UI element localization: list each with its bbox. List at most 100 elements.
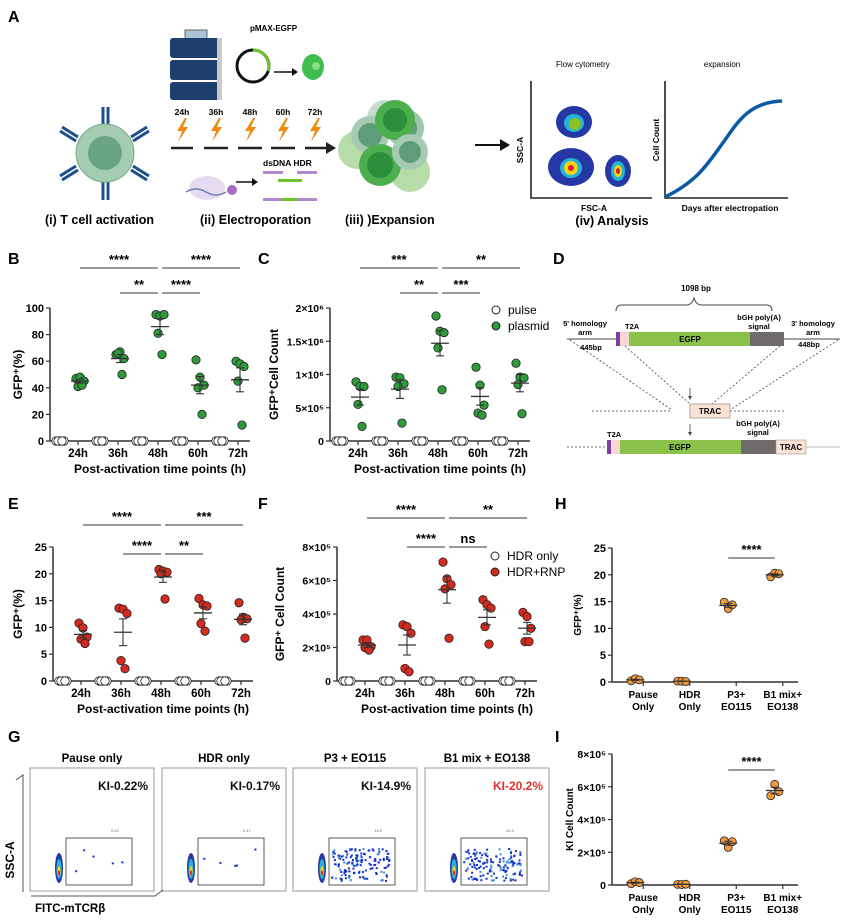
y-tick-label: 60 <box>32 356 44 368</box>
event-dot <box>353 864 356 867</box>
event-dot <box>506 860 509 863</box>
event-dot <box>361 858 364 861</box>
event-dot <box>499 858 502 861</box>
panel-label-h: H <box>555 496 567 513</box>
event-dot <box>360 860 363 863</box>
x-tick-label: HDR <box>679 893 701 904</box>
lightning-bolt-icon <box>310 118 321 142</box>
event-dot <box>505 861 508 864</box>
y-tick-label: 8×10⁵ <box>577 749 606 761</box>
chart-f: 0 2×10⁵ 4×10⁵ 6×10⁵ 8×10⁵ 24h 36h 48h 60h 72h Post… <box>273 502 565 716</box>
ki-percentage: KI-0.22% <box>98 779 148 793</box>
event-dot <box>343 861 346 864</box>
event-dot <box>502 869 505 872</box>
event-dot <box>503 879 506 882</box>
legend-label: pulse <box>508 303 537 317</box>
event-dot <box>376 853 379 856</box>
y-tick-label: 0 <box>600 880 606 892</box>
arrow-icon <box>236 178 258 186</box>
event-dot <box>518 873 521 876</box>
event-dot <box>489 868 492 871</box>
y-tick-label: 10 <box>594 623 606 635</box>
significance-label: **** <box>741 754 762 769</box>
event-dot <box>357 860 360 863</box>
step-label: (i) T cell activation <box>45 213 154 227</box>
arrow-icon <box>475 139 510 151</box>
event-dot <box>486 858 489 861</box>
event-dot <box>475 867 478 870</box>
flow-plot-title: Pause only <box>62 753 123 765</box>
event-dot <box>349 856 352 859</box>
x-tick-label: 60h <box>188 448 208 460</box>
event-dot <box>342 858 345 861</box>
event-dot <box>369 867 372 870</box>
event-dot <box>387 856 390 859</box>
data-point <box>497 436 507 446</box>
y-axis-label: KI Cell Count <box>565 787 576 850</box>
event-dot <box>485 865 488 868</box>
data-point <box>486 603 496 613</box>
data-point <box>117 369 127 380</box>
event-dot <box>332 850 335 853</box>
event-dot <box>338 863 341 866</box>
x-tick-label: 36h <box>111 688 131 700</box>
data-point <box>137 436 147 446</box>
event-dot <box>372 849 375 852</box>
lightning-bolt-icon <box>177 118 188 142</box>
legend-marker <box>490 567 500 577</box>
event-dot <box>512 862 515 865</box>
event-dot <box>371 867 374 870</box>
data-point <box>438 557 448 567</box>
data-point <box>337 436 347 446</box>
data-point <box>437 385 447 395</box>
y-tick-label: 0 <box>600 677 606 689</box>
x-tick-label: 72h <box>228 448 248 460</box>
event-dot <box>364 869 367 872</box>
x-tick-label: Pause <box>629 690 659 701</box>
event-dot <box>367 849 370 852</box>
ki-percentage: KI-14.9% <box>361 779 411 793</box>
event-dot <box>508 861 511 864</box>
event-dot <box>499 853 502 856</box>
data-point <box>406 628 416 638</box>
event-dot <box>490 864 493 867</box>
y-tick-label: 20 <box>594 570 606 582</box>
event-dot <box>354 849 357 852</box>
event-dot <box>485 877 488 880</box>
y-tick-label: 2×10⁶ <box>296 303 325 315</box>
event-dot <box>254 848 257 851</box>
event-dot <box>479 870 482 873</box>
event-dot <box>380 870 383 873</box>
x-tick-label: 24h <box>348 448 368 460</box>
event-dot <box>348 870 351 873</box>
event-dot <box>378 850 381 853</box>
x-tick-label: 48h <box>151 688 171 700</box>
event-dot <box>360 855 363 858</box>
panel-label-d: D <box>553 251 565 268</box>
trac-label: TRAC <box>780 443 802 452</box>
x-tick-label: 60h <box>475 688 495 700</box>
event-dot <box>514 879 517 882</box>
event-dot <box>346 853 349 856</box>
timeline <box>171 142 336 154</box>
y-tick-label: 1×10⁶ <box>296 370 325 382</box>
y-tick-label: 15 <box>35 596 47 608</box>
expanded-cells-icon <box>338 100 430 192</box>
legend-marker <box>490 551 500 561</box>
event-dot <box>478 860 481 863</box>
x-tick-label: P3+ <box>727 690 745 701</box>
event-dot <box>358 870 361 873</box>
y-tick-label: 40 <box>32 383 44 395</box>
event-dot <box>482 862 485 865</box>
x-tick-label: 36h <box>388 448 408 460</box>
data-point <box>180 676 190 686</box>
t-cell-icon <box>59 107 150 200</box>
event-dot <box>378 848 381 851</box>
event-dot <box>352 872 355 875</box>
event-dot <box>337 856 340 859</box>
event-dot <box>490 874 493 877</box>
data-point <box>159 310 169 320</box>
gate-value: 20.2 <box>506 828 515 833</box>
event-dot <box>381 879 384 882</box>
event-dot <box>366 877 369 880</box>
